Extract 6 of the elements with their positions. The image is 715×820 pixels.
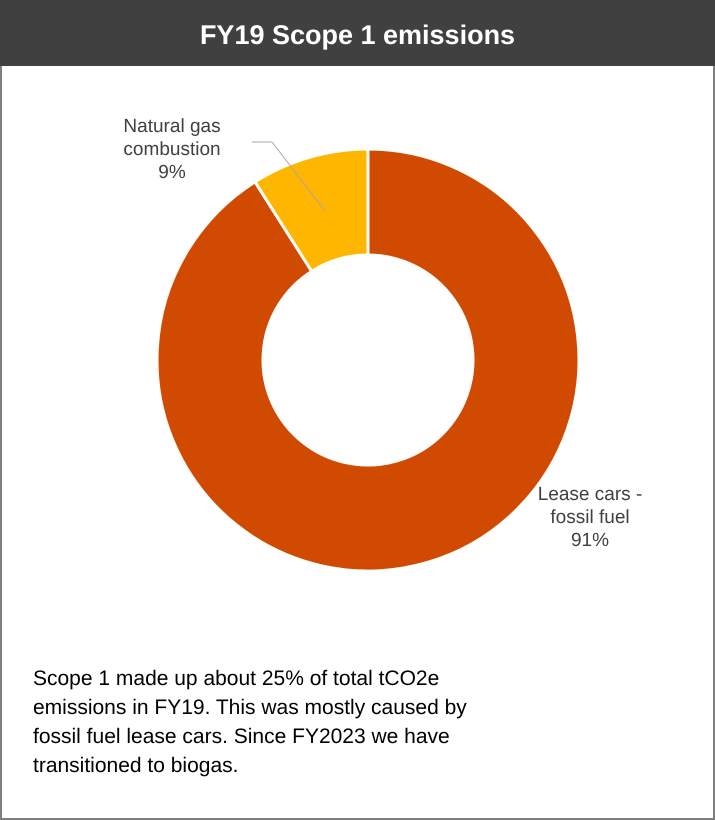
text: Scope 1 made up about 25% of total tCO2e emissions in FY19. This was mostly caused by fossil fuel lease cars. Since FY2023 we have transitioned to biogas. xyxy=(33,667,468,777)
chart-title: FY19 Scope 1 emissions xyxy=(200,20,516,50)
slice-label: Natural gas combustion xyxy=(123,116,221,160)
slice-label: Lease cars - fossil fuel xyxy=(538,484,642,528)
data-label: 91% xyxy=(570,530,610,551)
data-label: 9% xyxy=(158,162,186,183)
